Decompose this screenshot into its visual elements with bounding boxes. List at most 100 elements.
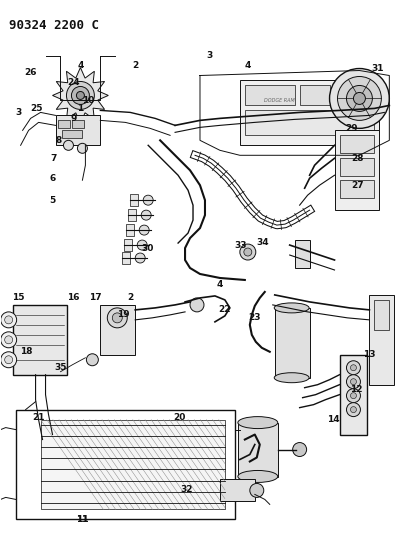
Bar xyxy=(300,85,330,106)
Circle shape xyxy=(351,365,357,371)
Circle shape xyxy=(141,210,151,220)
Circle shape xyxy=(77,92,85,100)
Text: 12: 12 xyxy=(350,385,363,394)
Circle shape xyxy=(190,298,204,312)
Circle shape xyxy=(347,402,360,417)
Text: 28: 28 xyxy=(351,154,364,163)
Circle shape xyxy=(135,253,145,263)
Ellipse shape xyxy=(238,471,278,482)
Circle shape xyxy=(330,69,389,128)
Text: 13: 13 xyxy=(363,350,376,359)
Text: DODGE RAM: DODGE RAM xyxy=(264,98,295,103)
Bar xyxy=(335,131,380,210)
Text: 17: 17 xyxy=(89,294,102,302)
Circle shape xyxy=(107,308,127,328)
Text: 2: 2 xyxy=(132,61,138,70)
Text: 4: 4 xyxy=(245,61,251,70)
Text: 22: 22 xyxy=(219,305,231,314)
Text: 4: 4 xyxy=(217,280,223,289)
Circle shape xyxy=(351,407,357,413)
Text: 33: 33 xyxy=(235,240,247,249)
Circle shape xyxy=(139,225,149,235)
Text: 10: 10 xyxy=(82,96,94,105)
Circle shape xyxy=(347,361,360,375)
Text: 29: 29 xyxy=(345,124,358,133)
Bar xyxy=(245,85,295,106)
Text: 4: 4 xyxy=(77,61,84,70)
Bar xyxy=(295,240,310,268)
Bar xyxy=(126,224,134,236)
Bar xyxy=(58,120,70,128)
Text: 3: 3 xyxy=(207,51,213,60)
Text: 30: 30 xyxy=(141,244,153,253)
Bar xyxy=(339,180,374,198)
Bar xyxy=(240,80,380,146)
Bar xyxy=(62,131,83,139)
Circle shape xyxy=(5,336,13,344)
Bar xyxy=(40,419,225,510)
Text: 7: 7 xyxy=(50,154,57,163)
Text: 19: 19 xyxy=(117,310,129,319)
Circle shape xyxy=(64,140,73,150)
Polygon shape xyxy=(52,68,108,123)
Text: 31: 31 xyxy=(371,64,384,73)
Text: 25: 25 xyxy=(30,104,43,113)
Text: 6: 6 xyxy=(49,174,56,183)
Text: 11: 11 xyxy=(76,515,89,524)
Text: 35: 35 xyxy=(54,363,67,372)
Text: 26: 26 xyxy=(24,68,37,77)
Circle shape xyxy=(351,379,357,385)
Circle shape xyxy=(1,332,17,348)
Text: 8: 8 xyxy=(55,136,62,145)
Text: 24: 24 xyxy=(67,78,80,87)
Circle shape xyxy=(137,240,147,250)
Text: 20: 20 xyxy=(173,413,185,422)
Bar xyxy=(128,209,136,221)
Circle shape xyxy=(1,352,17,368)
Bar xyxy=(339,158,374,176)
Ellipse shape xyxy=(238,417,278,429)
Bar xyxy=(124,239,132,251)
Text: 15: 15 xyxy=(12,294,25,302)
Circle shape xyxy=(1,312,17,328)
Circle shape xyxy=(244,248,252,256)
Bar xyxy=(339,135,374,154)
Circle shape xyxy=(5,356,13,364)
Circle shape xyxy=(347,375,360,389)
Text: 34: 34 xyxy=(256,238,269,247)
Text: 5: 5 xyxy=(49,196,56,205)
Ellipse shape xyxy=(274,303,309,313)
Bar xyxy=(56,116,100,146)
Text: 9: 9 xyxy=(70,114,77,123)
Circle shape xyxy=(250,483,264,497)
Text: 21: 21 xyxy=(32,413,45,422)
Bar xyxy=(72,120,85,128)
Circle shape xyxy=(77,143,87,154)
Text: 27: 27 xyxy=(351,181,364,190)
Bar xyxy=(122,252,130,264)
Circle shape xyxy=(87,354,98,366)
Circle shape xyxy=(347,389,360,402)
Text: 11: 11 xyxy=(76,515,89,524)
Bar xyxy=(15,410,235,519)
Bar xyxy=(220,480,255,502)
Bar xyxy=(374,300,389,330)
Text: 18: 18 xyxy=(20,348,33,356)
Ellipse shape xyxy=(274,373,309,383)
Text: 1: 1 xyxy=(77,104,83,113)
Text: 2: 2 xyxy=(127,294,133,302)
Circle shape xyxy=(112,313,122,323)
Bar xyxy=(339,355,367,434)
Bar xyxy=(13,305,67,375)
Text: 16: 16 xyxy=(67,294,80,302)
Circle shape xyxy=(5,316,13,324)
Circle shape xyxy=(143,195,153,205)
Circle shape xyxy=(337,77,382,120)
Circle shape xyxy=(240,244,256,260)
Text: 32: 32 xyxy=(181,485,193,494)
Bar xyxy=(245,110,374,135)
Text: 23: 23 xyxy=(249,313,261,322)
Text: 90324 2200 C: 90324 2200 C xyxy=(9,19,99,31)
Text: 3: 3 xyxy=(15,108,22,117)
Bar xyxy=(275,308,310,378)
